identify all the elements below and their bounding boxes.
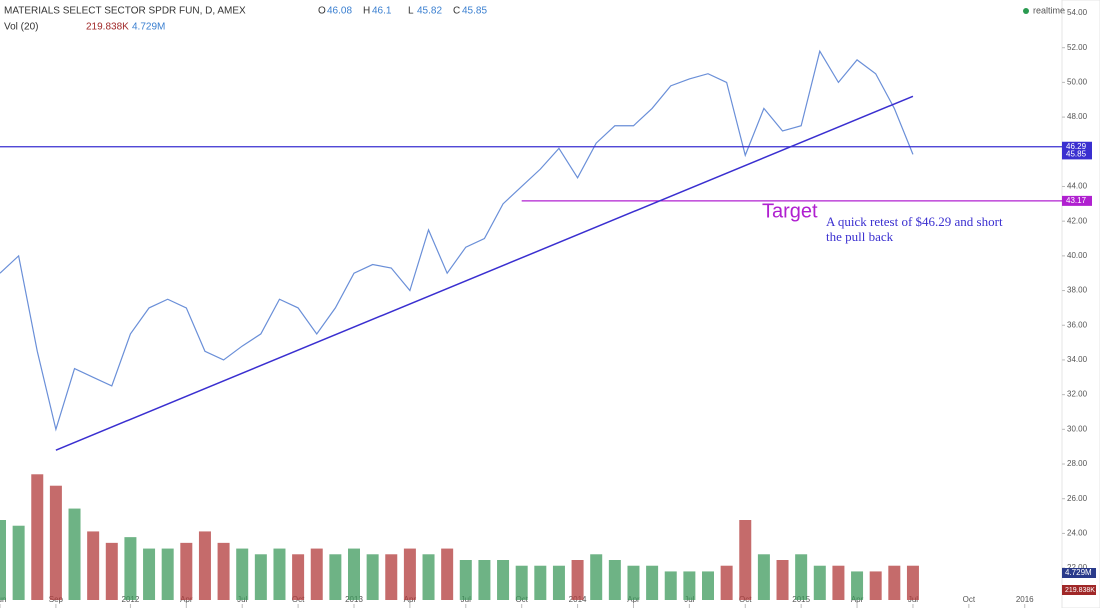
volume-bar bbox=[143, 548, 156, 600]
trend-line bbox=[55, 95, 914, 451]
y-tick-label: 40.00 bbox=[1067, 251, 1088, 260]
volume-bar bbox=[646, 565, 659, 600]
volume-bar bbox=[608, 560, 621, 600]
target-label: Target bbox=[762, 200, 818, 222]
volume-bar bbox=[515, 565, 528, 600]
volume-bar bbox=[497, 560, 510, 600]
y-tick-label: 44.00 bbox=[1067, 182, 1088, 191]
volume-bar bbox=[813, 565, 826, 600]
volume-bar bbox=[12, 525, 25, 600]
volume-last-label: 219.838K bbox=[1065, 587, 1095, 594]
volume-bar bbox=[236, 548, 249, 600]
x-tick-label: 2016 bbox=[1016, 595, 1034, 604]
volume-bar bbox=[739, 520, 752, 600]
volume-bar bbox=[906, 565, 919, 600]
volume-last: 219.838K bbox=[86, 22, 129, 33]
volume-bar bbox=[757, 554, 770, 600]
volume-bar bbox=[180, 542, 193, 600]
volume-bar bbox=[478, 560, 491, 600]
status-dot bbox=[1023, 8, 1029, 14]
volume-bar bbox=[254, 554, 267, 600]
ohlc-label: C bbox=[453, 6, 460, 17]
volume-bar bbox=[366, 554, 379, 600]
volume-bar bbox=[403, 548, 416, 600]
volume-ma: 4.729M bbox=[132, 22, 165, 33]
volume-bar bbox=[832, 565, 845, 600]
ohlc-label: H bbox=[363, 6, 370, 17]
volume-bar bbox=[422, 554, 435, 600]
volume-bar bbox=[105, 542, 118, 600]
y-tick-label: 22.00 bbox=[1067, 563, 1088, 572]
y-tick-label: 34.00 bbox=[1067, 355, 1088, 364]
y-tick-label: 50.00 bbox=[1067, 78, 1088, 87]
x-tick-label: Oct bbox=[963, 595, 976, 604]
y-tick-label: 48.00 bbox=[1067, 112, 1088, 121]
volume-bar bbox=[795, 554, 808, 600]
y-tick-label: 28.00 bbox=[1067, 459, 1088, 468]
ohlc-value: 45.85 bbox=[462, 6, 487, 17]
level-label: 46.29 bbox=[1066, 142, 1087, 151]
y-tick-label: 30.00 bbox=[1067, 424, 1088, 433]
volume-bar bbox=[217, 542, 230, 600]
volume-bar bbox=[459, 560, 472, 600]
volume-bar bbox=[683, 571, 696, 600]
note-box: A quick retest of $46.29 and short the p… bbox=[826, 214, 1003, 244]
y-tick-label: 54.00 bbox=[1067, 8, 1088, 17]
last-price-tag bbox=[1062, 149, 1092, 160]
level-label: 43.17 bbox=[1066, 196, 1087, 205]
volume-bar bbox=[534, 565, 547, 600]
volume-bar bbox=[124, 537, 137, 600]
last-price-label: 45.85 bbox=[1066, 149, 1087, 158]
level-tag bbox=[1062, 195, 1092, 206]
volume-bar bbox=[87, 531, 100, 600]
volume-bar bbox=[664, 571, 677, 600]
volume-bar bbox=[888, 565, 901, 600]
volume-bar bbox=[49, 485, 62, 600]
volume-bar bbox=[851, 571, 864, 600]
ohlc-value: 46.1 bbox=[372, 6, 392, 17]
volume-bar bbox=[552, 565, 565, 600]
volume-bar bbox=[869, 571, 882, 600]
volume-bar bbox=[68, 508, 81, 600]
volume-name: Vol (20) bbox=[4, 22, 38, 33]
volume-bar bbox=[590, 554, 603, 600]
volume-bar bbox=[161, 548, 174, 600]
volume-bar bbox=[720, 565, 733, 600]
volume-bar bbox=[198, 531, 211, 600]
volume-ma-label: 4.729M bbox=[1065, 568, 1092, 577]
volume-bar bbox=[310, 548, 323, 600]
volume-bar bbox=[348, 548, 360, 600]
y-tick-label: 42.00 bbox=[1067, 216, 1088, 225]
volume-last-tag bbox=[1062, 585, 1096, 595]
volume-bar bbox=[329, 554, 342, 600]
y-tick-label: 32.00 bbox=[1067, 390, 1088, 399]
volume-bar bbox=[273, 548, 286, 600]
volume-bar bbox=[292, 554, 305, 600]
ohlc-label: O bbox=[318, 6, 326, 17]
volume-bar bbox=[385, 554, 398, 600]
price-line bbox=[0, 49, 914, 432]
y-tick-label: 36.00 bbox=[1067, 320, 1088, 329]
volume-ma-tag bbox=[1062, 568, 1096, 578]
level-tag bbox=[1062, 141, 1092, 152]
ohlc-label: L bbox=[408, 6, 414, 17]
volume-bar bbox=[702, 571, 714, 600]
price-axis bbox=[1061, 0, 1100, 608]
ohlc-value: 46.08 bbox=[327, 6, 352, 17]
note: A quick retest of $46.29 and short the p… bbox=[826, 214, 1003, 244]
ohlc-value: 45.82 bbox=[417, 6, 442, 17]
volume-bar bbox=[776, 560, 789, 600]
volume-bar bbox=[627, 565, 640, 600]
y-tick-label: 24.00 bbox=[1067, 529, 1088, 538]
volume-bar bbox=[571, 560, 584, 600]
y-tick-label: 26.00 bbox=[1067, 494, 1088, 503]
y-tick-label: 38.00 bbox=[1067, 286, 1088, 295]
chart-title: MATERIALS SELECT SECTOR SPDR FUN, D, AME… bbox=[4, 6, 246, 17]
volume-bar bbox=[441, 548, 454, 600]
status: realtime bbox=[1033, 5, 1065, 15]
volume-bar bbox=[31, 474, 44, 600]
volume-bar bbox=[0, 520, 6, 600]
y-tick-label: 52.00 bbox=[1067, 43, 1088, 52]
